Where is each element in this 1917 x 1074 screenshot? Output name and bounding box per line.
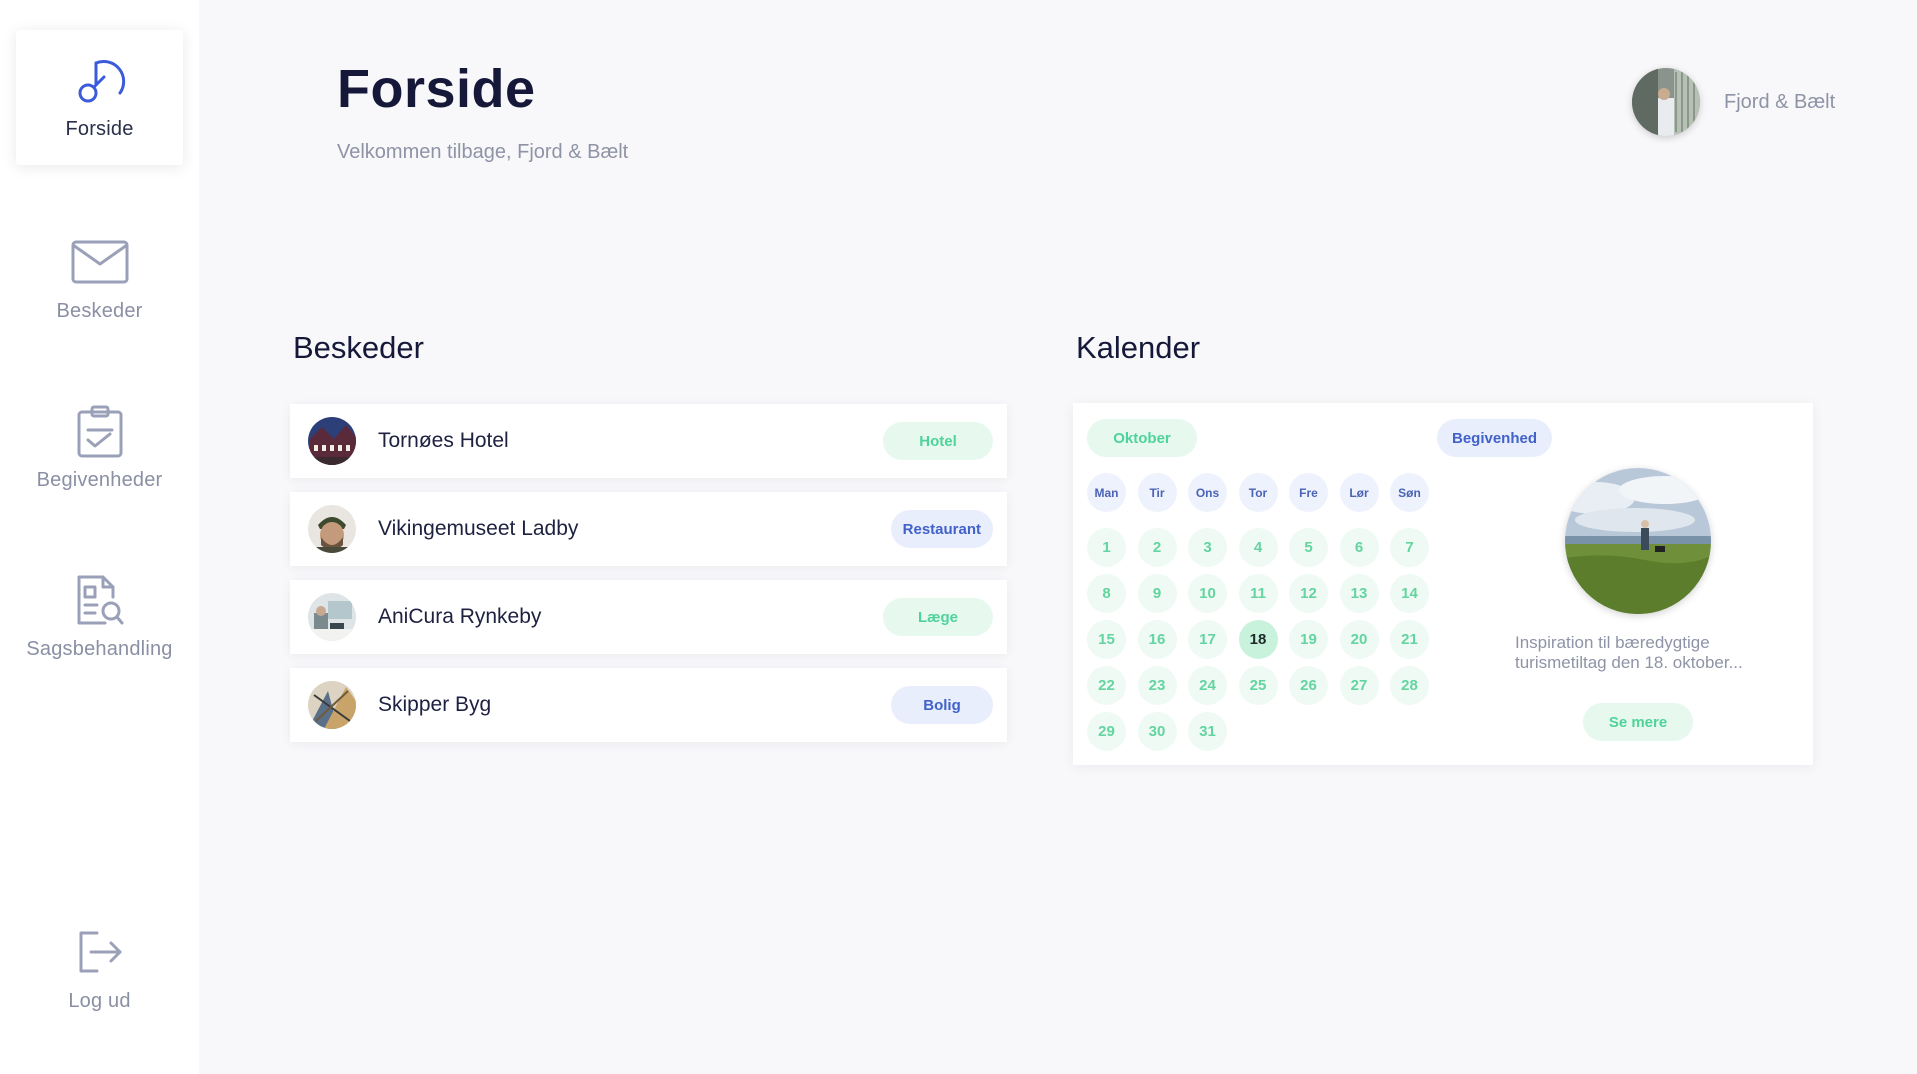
weekday-label: Man (1087, 473, 1126, 512)
weekday-label: Fre (1289, 473, 1328, 512)
list-item[interactable]: Skipper Byg Bolig (290, 668, 1007, 742)
calendar-day[interactable]: 3 (1188, 528, 1227, 567)
sidebar-item-begivenheder[interactable]: Begivenheder (16, 381, 183, 516)
calendar-day[interactable]: 1 (1087, 528, 1126, 567)
avatar (308, 505, 356, 553)
avatar (308, 417, 356, 465)
calendar-day[interactable]: 31 (1188, 712, 1227, 751)
avatar[interactable] (1632, 68, 1700, 136)
messages-section-title: Beskeder (293, 330, 424, 365)
profile-name: Fjord & Bælt (1724, 90, 1836, 113)
event-image (1565, 468, 1711, 614)
calendar-day[interactable]: 17 (1188, 620, 1227, 659)
weekday-label: Ons (1188, 473, 1227, 512)
calendar-day[interactable]: 10 (1188, 574, 1227, 613)
list-item[interactable]: Vikingemuseet Ladby Restaurant (290, 492, 1007, 566)
calendar-day[interactable]: 19 (1289, 620, 1328, 659)
message-sender: AniCura Rynkeby (378, 605, 542, 628)
dashboard-gauge-icon (70, 54, 130, 106)
calendar-day[interactable]: 25 (1238, 666, 1278, 705)
calendar-day[interactable]: 9 (1137, 574, 1177, 613)
calendar-day[interactable]: 24 (1188, 666, 1227, 705)
sidebar-item-sagsbehandling[interactable]: Sagsbehandling (16, 550, 183, 685)
calendar-day[interactable]: 12 (1289, 574, 1328, 613)
message-sender: Tornøes Hotel (378, 429, 509, 452)
calendar-day[interactable]: 4 (1238, 528, 1278, 567)
weekday-label: Lør (1339, 473, 1379, 512)
calendar-day[interactable]: 8 (1087, 574, 1126, 613)
category-badge: Restaurant (890, 510, 993, 548)
message-sender: Vikingemuseet Ladby (378, 517, 579, 540)
clipboard-check-icon (70, 405, 130, 458)
calendar-day[interactable]: 16 (1137, 620, 1177, 659)
calendar-day[interactable]: 22 (1087, 666, 1126, 705)
see-more-button[interactable]: Se mere (1583, 703, 1693, 741)
category-badge: Hotel (883, 422, 993, 460)
message-sender: Skipper Byg (378, 693, 492, 716)
avatar (308, 681, 356, 729)
sidebar-item-label: Beskeder (56, 300, 143, 322)
list-item[interactable]: AniCura Rynkeby Læge (290, 580, 1007, 654)
calendar-day[interactable]: 20 (1339, 620, 1379, 659)
calendar-day[interactable]: 23 (1137, 666, 1177, 705)
calendar-day[interactable]: 14 (1390, 574, 1429, 613)
calendar-card: Oktober Begivenhed Inspiration til bæred… (1073, 403, 1813, 765)
calendar-day-selected[interactable]: 18 (1238, 620, 1278, 659)
sidebar-item-beskeder[interactable]: Beskeder (16, 212, 183, 347)
envelope-icon (70, 236, 130, 288)
calendar-day[interactable]: 6 (1339, 528, 1379, 567)
sidebar: Forside Beskeder Begivenheder (0, 0, 199, 1074)
sidebar-item-label: Begivenheder (36, 469, 163, 491)
event-description: Inspiration til bæredygtige turismetilta… (1515, 633, 1743, 672)
calendar-day[interactable]: 5 (1289, 528, 1328, 567)
sidebar-item-label: Forside (65, 118, 134, 140)
event-tag: Begivenhed (1437, 419, 1552, 457)
avatar (308, 593, 356, 641)
category-badge: Bolig (891, 686, 993, 724)
weekday-label: Tir (1137, 473, 1177, 512)
month-selector[interactable]: Oktober (1087, 419, 1197, 457)
weekday-label: Søn (1390, 473, 1429, 512)
list-item[interactable]: Tornøes Hotel Hotel (290, 404, 1007, 478)
calendar-day[interactable]: 30 (1137, 712, 1177, 751)
calendar-day[interactable]: 21 (1390, 620, 1429, 659)
calendar-day[interactable]: 13 (1339, 574, 1379, 613)
calendar-day[interactable]: 29 (1087, 712, 1126, 751)
page-subtitle: Velkommen tilbage, Fjord & Bælt (337, 141, 629, 163)
calendar-section-title: Kalender (1076, 330, 1201, 365)
calendar-day[interactable]: 28 (1390, 666, 1429, 705)
profile[interactable]: Fjord & Bælt (1632, 68, 1835, 136)
logout-icon (70, 926, 130, 978)
calendar-day[interactable]: 26 (1289, 666, 1328, 705)
sidebar-item-label: Sagsbehandling (26, 638, 173, 660)
calendar-day[interactable]: 7 (1390, 528, 1429, 567)
sidebar-item-forside[interactable]: Forside (16, 30, 183, 165)
logout-label: Log ud (68, 990, 131, 1012)
logout-button[interactable]: Log ud (16, 902, 183, 1037)
calendar-day[interactable]: 2 (1137, 528, 1177, 567)
calendar-day[interactable]: 27 (1339, 666, 1379, 705)
page-title: Forside (337, 59, 536, 119)
messages-list: Tornøes Hotel Hotel Vikingemuseet Ladby … (290, 404, 1007, 756)
weekday-label: Tor (1238, 473, 1278, 512)
calendar-day[interactable]: 15 (1087, 620, 1126, 659)
category-badge: Læge (883, 598, 993, 636)
calendar-day[interactable]: 11 (1238, 574, 1278, 613)
document-search-icon (70, 574, 130, 626)
